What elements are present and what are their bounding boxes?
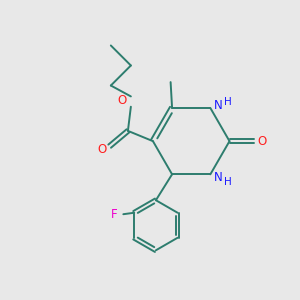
Text: N: N bbox=[214, 171, 223, 184]
Text: H: H bbox=[224, 177, 231, 187]
Text: O: O bbox=[98, 142, 107, 156]
Text: O: O bbox=[257, 135, 266, 148]
Text: N: N bbox=[214, 99, 223, 112]
Text: H: H bbox=[224, 97, 231, 106]
Text: O: O bbox=[117, 94, 127, 107]
Text: F: F bbox=[111, 208, 118, 221]
